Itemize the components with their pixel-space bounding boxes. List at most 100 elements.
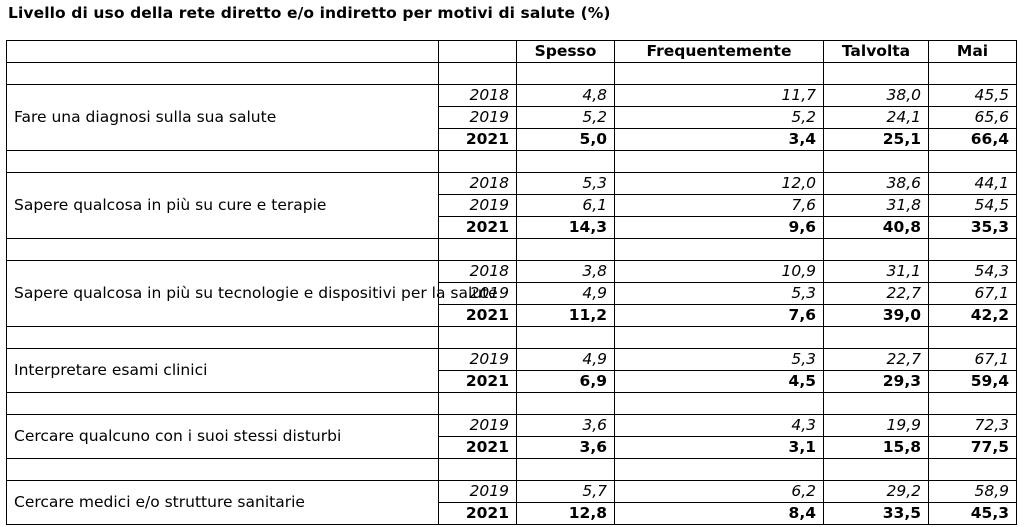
- spacer-cell: [928, 326, 1017, 349]
- table-row: Fare una diagnosi sulla sua salute 2018 4,…: [6, 84, 1017, 151]
- spacer-cell: [928, 392, 1017, 415]
- value-cell: 5,3: [614, 348, 824, 371]
- row-label: Cercare qualcuno con i suoi stessi distu…: [6, 414, 439, 459]
- value-cell: 4,3: [614, 414, 824, 437]
- health-usage-table: Spesso Frequentemente Talvolta Mai Fare …: [6, 40, 1017, 525]
- year-cell: 2019: [438, 414, 517, 437]
- spacer-cell: [823, 238, 929, 261]
- value-cell: 3,4: [614, 128, 824, 151]
- spacer-cell: [6, 458, 439, 481]
- value-cell: 29,3: [823, 370, 929, 393]
- value-cell: 35,3: [928, 216, 1017, 239]
- value-cell: 11,7: [614, 84, 824, 107]
- value-cell: 25,1: [823, 128, 929, 151]
- value-cell: 5,0: [516, 128, 615, 151]
- value-cell: 42,2: [928, 304, 1017, 327]
- spacer-cell: [6, 392, 439, 415]
- row-label: Fare una diagnosi sulla sua salute: [6, 84, 439, 151]
- spacer-cell: [438, 326, 517, 349]
- value-cell: 12,0: [614, 172, 824, 195]
- value-cell: 72,3: [928, 414, 1017, 437]
- spacer-cell: [614, 62, 824, 85]
- value-cell: 14,3: [516, 216, 615, 239]
- value-cell: 12,8: [516, 502, 615, 525]
- table-row: 2021 14,3 9,6 40,8 35,3: [7, 216, 1017, 239]
- table-row: Sapere qualcosa in più su cure e terapie…: [6, 172, 1017, 239]
- year-cell: 2019: [438, 106, 517, 129]
- value-cell: 19,9: [823, 414, 929, 437]
- spacer-cell: [928, 458, 1017, 481]
- year-cell: 2018: [438, 260, 517, 283]
- table-title: Livello di uso della rete diretto e/o in…: [8, 4, 611, 22]
- spacer-cell: [438, 62, 517, 85]
- value-cell: 22,7: [823, 348, 929, 371]
- year-cell: 2019: [438, 480, 517, 503]
- header-label-cell: [6, 40, 439, 63]
- year-cell: 2019: [438, 282, 517, 305]
- table-row: Sapere qualcosa in più su tecnologie e d…: [6, 260, 1017, 327]
- value-cell: 8,4: [614, 502, 824, 525]
- spacer-cell: [516, 326, 615, 349]
- spacer-cell: [6, 238, 439, 261]
- value-cell: 31,1: [823, 260, 929, 283]
- value-cell: 6,9: [516, 370, 615, 393]
- value-cell: 7,6: [614, 304, 824, 327]
- row-label: Cercare medici e/o strutture sanitarie: [6, 480, 439, 525]
- value-cell: 45,5: [928, 84, 1017, 107]
- value-cell: 6,1: [516, 194, 615, 217]
- spacer-row: [6, 392, 1017, 415]
- row-label: Interpretare esami clinici: [6, 348, 439, 393]
- column-header: Talvolta: [823, 40, 929, 63]
- value-cell: 15,8: [823, 436, 929, 459]
- value-cell: 38,6: [823, 172, 929, 195]
- value-cell: 22,7: [823, 282, 929, 305]
- value-cell: 9,6: [614, 216, 824, 239]
- spacer-cell: [823, 150, 929, 173]
- value-cell: 5,3: [516, 172, 615, 195]
- table-row: Interpretare esami clinici 2019 4,9 5,3 22,7…: [6, 348, 1017, 393]
- spacer-cell: [614, 326, 824, 349]
- spacer-cell: [823, 62, 929, 85]
- value-cell: 3,6: [516, 436, 615, 459]
- spacer-cell: [928, 62, 1017, 85]
- value-cell: 7,6: [614, 194, 824, 217]
- value-cell: 31,8: [823, 194, 929, 217]
- spacer-cell: [438, 458, 517, 481]
- value-cell: 45,3: [928, 502, 1017, 525]
- spacer-row: [6, 238, 1017, 261]
- table-row: 2021 3,6 3,1 15,8 77,5: [7, 436, 1017, 459]
- value-cell: 4,9: [516, 348, 615, 371]
- spacer-cell: [516, 392, 615, 415]
- value-cell: 44,1: [928, 172, 1017, 195]
- spacer-row: [6, 150, 1017, 173]
- value-cell: 54,3: [928, 260, 1017, 283]
- spacer-cell: [614, 150, 824, 173]
- value-cell: 4,8: [516, 84, 615, 107]
- value-cell: 67,1: [928, 282, 1017, 305]
- spacer-cell: [823, 326, 929, 349]
- value-cell: 58,9: [928, 480, 1017, 503]
- spacer-cell: [438, 238, 517, 261]
- value-cell: 67,1: [928, 348, 1017, 371]
- column-header: Frequentemente: [614, 40, 824, 63]
- value-cell: 3,8: [516, 260, 615, 283]
- value-cell: 59,4: [928, 370, 1017, 393]
- spacer-cell: [614, 392, 824, 415]
- spacer-cell: [614, 238, 824, 261]
- value-cell: 33,5: [823, 502, 929, 525]
- table-body: Fare una diagnosi sulla sua salute 2018 4,…: [6, 62, 1017, 525]
- year-cell: 2019: [438, 348, 517, 371]
- row-label: Sapere qualcosa in più su cure e terapie: [6, 172, 439, 239]
- value-cell: 6,2: [614, 480, 824, 503]
- year-cell: 2018: [438, 84, 517, 107]
- value-cell: 3,1: [614, 436, 824, 459]
- spacer-cell: [6, 62, 439, 85]
- column-header: Spesso: [516, 40, 615, 63]
- value-cell: 54,5: [928, 194, 1017, 217]
- spacer-cell: [438, 150, 517, 173]
- value-cell: 65,6: [928, 106, 1017, 129]
- value-cell: 10,9: [614, 260, 824, 283]
- value-cell: 5,2: [614, 106, 824, 129]
- value-cell: 3,6: [516, 414, 615, 437]
- value-cell: 5,7: [516, 480, 615, 503]
